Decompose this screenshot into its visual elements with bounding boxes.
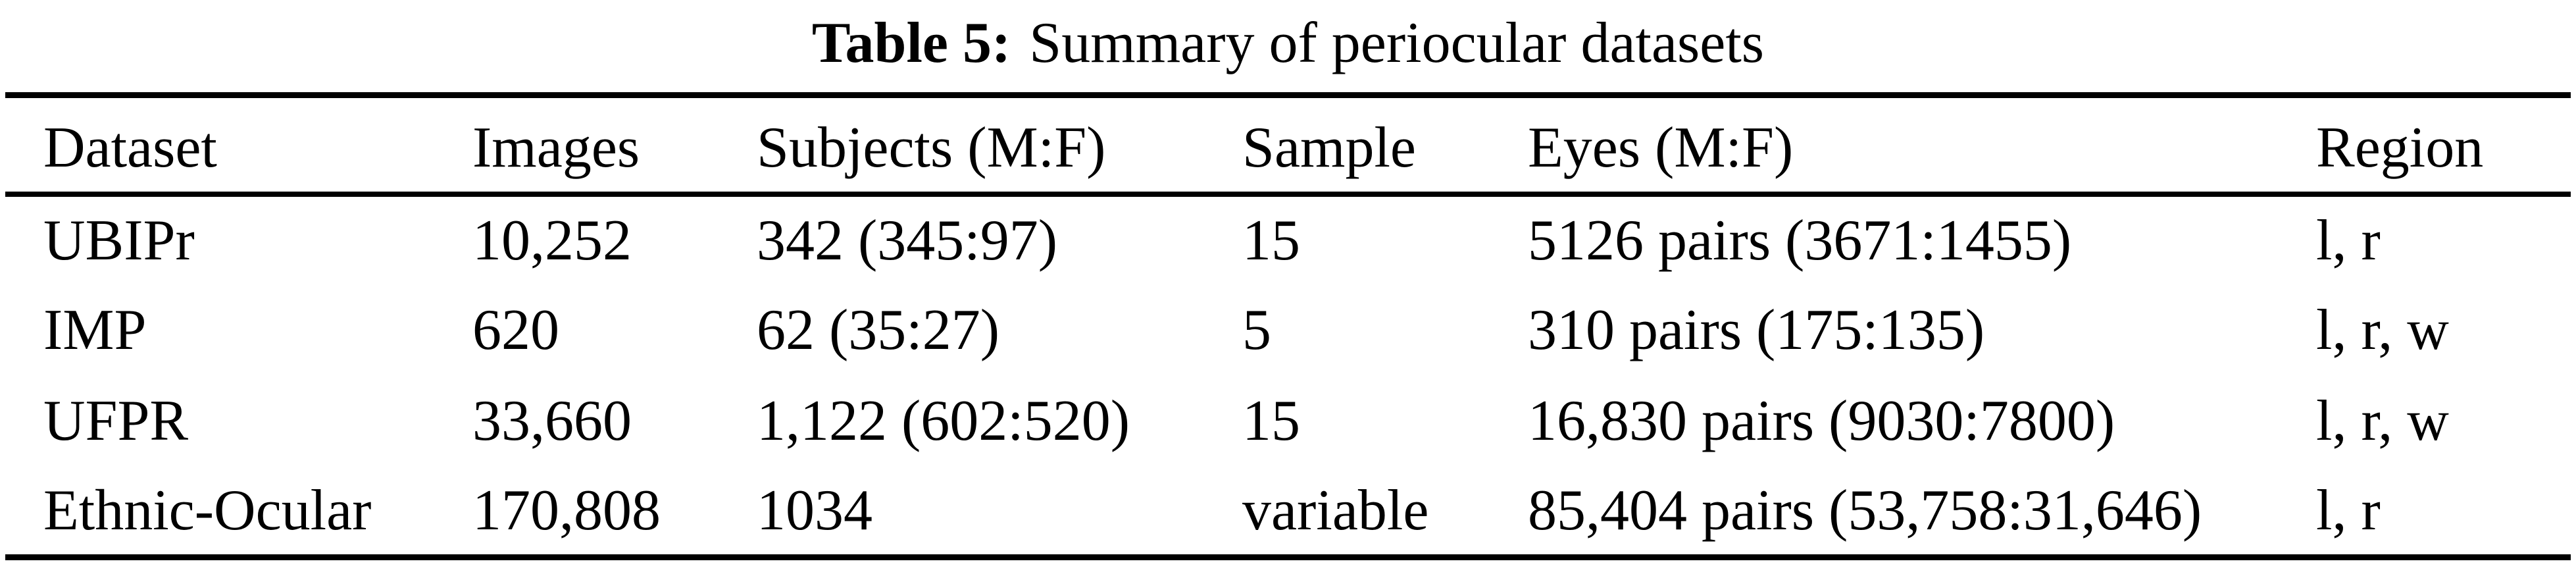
header-row: Dataset Images Subjects (M:F) Sample Eye… bbox=[5, 95, 2571, 194]
table-row: Ethnic-Ocular 170,808 1034 variable 85,4… bbox=[5, 467, 2571, 558]
periocular-datasets-table: Dataset Images Subjects (M:F) Sample Eye… bbox=[5, 92, 2571, 560]
cell-eyes: 310 pairs (175:135) bbox=[1528, 298, 1985, 362]
cell-images: 620 bbox=[472, 298, 559, 362]
cell-subjects: 62 (35:27) bbox=[757, 298, 1000, 362]
cell-sample: variable bbox=[1242, 478, 1429, 542]
header-eyes: Eyes (M:F) bbox=[1528, 115, 1794, 180]
cell-region: l, r bbox=[2316, 209, 2381, 273]
cell-sample: 5 bbox=[1242, 298, 1271, 362]
cell-subjects: 1,122 (602:520) bbox=[757, 389, 1130, 453]
cell-sample: 15 bbox=[1242, 389, 1300, 453]
table-row: UFPR 33,660 1,122 (602:520) 15 16,830 pa… bbox=[5, 376, 2571, 467]
table-caption: Table 5: Summary of periocular datasets bbox=[0, 0, 2576, 87]
table-header: Dataset Images Subjects (M:F) Sample Eye… bbox=[5, 95, 2571, 194]
cell-dataset: UFPR bbox=[43, 389, 189, 453]
datasets-table-container: Dataset Images Subjects (M:F) Sample Eye… bbox=[5, 92, 2571, 560]
header-images: Images bbox=[472, 115, 640, 180]
cell-region: l, r, w bbox=[2316, 389, 2449, 453]
cell-eyes: 16,830 pairs (9030:7800) bbox=[1528, 389, 2115, 453]
table-caption-label: Table 5: bbox=[811, 11, 1011, 75]
cell-eyes: 85,404 pairs (53,758:31,646) bbox=[1528, 478, 2202, 542]
cell-subjects: 1034 bbox=[757, 478, 872, 542]
cell-region: l, r bbox=[2316, 478, 2381, 542]
table-body: UBIPr 10,252 342 (345:97) 15 5126 pairs … bbox=[5, 194, 2571, 558]
cell-dataset: IMP bbox=[43, 298, 147, 362]
cell-dataset: Ethnic-Ocular bbox=[43, 478, 372, 542]
cell-eyes: 5126 pairs (3671:1455) bbox=[1528, 209, 2072, 273]
header-sample: Sample bbox=[1242, 115, 1416, 180]
header-region: Region bbox=[2316, 115, 2484, 180]
cell-dataset: UBIPr bbox=[43, 209, 195, 273]
header-dataset: Dataset bbox=[43, 115, 217, 180]
table-row: UBIPr 10,252 342 (345:97) 15 5126 pairs … bbox=[5, 194, 2571, 285]
cell-images: 33,660 bbox=[472, 389, 632, 453]
cell-images: 170,808 bbox=[472, 478, 661, 542]
cell-subjects: 342 (345:97) bbox=[757, 209, 1058, 273]
cell-region: l, r, w bbox=[2316, 298, 2449, 362]
table-caption-text: Summary of periocular datasets bbox=[1029, 11, 1765, 75]
cell-sample: 15 bbox=[1242, 209, 1300, 273]
table-row: IMP 620 62 (35:27) 5 310 pairs (175:135)… bbox=[5, 285, 2571, 376]
cell-images: 10,252 bbox=[472, 209, 632, 273]
header-subjects: Subjects (M:F) bbox=[757, 115, 1106, 180]
